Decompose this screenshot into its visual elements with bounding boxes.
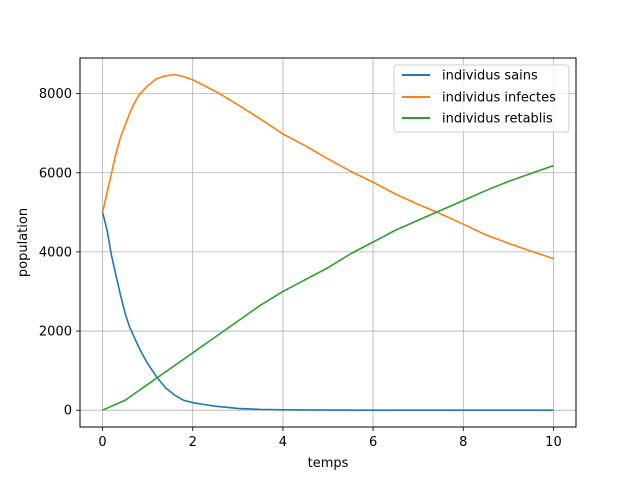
series-line-retablis [102,164,554,411]
y-axis-label: population [16,208,31,277]
legend-box [393,64,570,133]
legend-label-sains: individus sains [442,69,538,84]
y-tick-label: 4000 [39,245,72,260]
series-line-infectes [101,73,554,260]
x-tick-label: 2 [189,435,197,450]
y-tick-label: 8000 [39,87,72,102]
legend-entry-sains: individus sains [402,69,538,84]
axis-ticks: 0 2 4 6 8 10 0 2000 4000 6000 8000 [39,87,562,450]
y-tick-label: 6000 [39,166,72,181]
series-lines [101,73,554,411]
x-tick-label: 8 [459,435,467,450]
x-tick-label: 10 [545,435,562,450]
x-tick-label: 6 [369,435,377,450]
y-tick-label: 0 [64,404,72,419]
legend-entry-retablis: individus retablis [402,112,553,127]
x-tick-label: 4 [279,435,287,450]
x-tick-label: 0 [98,435,106,450]
legend-label-retablis: individus retablis [442,112,553,127]
plot-frame [79,57,577,428]
legend-label-infectes: individus infectes [442,91,556,106]
legend-entry-infectes: individus infectes [402,91,556,106]
series-line-sains [101,212,554,411]
x-axis-label: temps [308,456,349,471]
y-tick-label: 2000 [39,325,72,340]
legend: individus sains individus infectes indiv… [393,64,570,133]
